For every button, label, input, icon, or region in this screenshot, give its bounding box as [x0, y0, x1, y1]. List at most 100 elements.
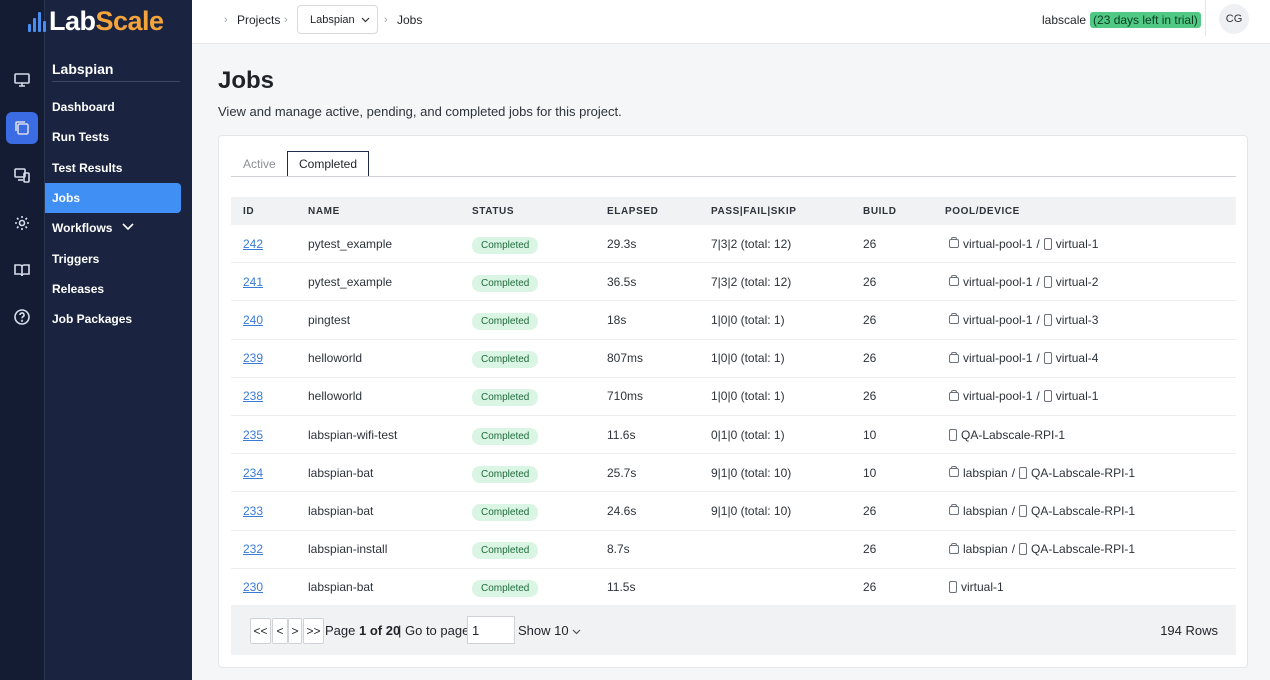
device-name: virtual-1 — [1055, 389, 1099, 404]
page-indicator: Page 1 of 20 — [325, 623, 401, 638]
header-pass-fail-skip[interactable]: PASS|FAIL|SKIP — [711, 205, 797, 217]
goto-page-input[interactable]: 1 — [467, 616, 515, 644]
book-icon[interactable] — [6, 254, 38, 286]
chevron-down-icon — [122, 222, 135, 234]
job-pass-fail-skip: 1|0|0 (total: 1) — [711, 389, 785, 404]
job-name: pytest_example — [308, 236, 393, 251]
sidebar-item-workflows[interactable]: Workflows — [45, 213, 181, 243]
job-id-link[interactable]: 234 — [243, 465, 264, 480]
status-badge: Completed — [472, 389, 539, 407]
device-name: virtual-2 — [1055, 274, 1099, 289]
help-icon[interactable] — [6, 301, 38, 333]
labscale-logo[interactable]: Lab Scale — [28, 4, 164, 38]
job-elapsed: 11.5s — [607, 580, 636, 595]
prev-page-button[interactable]: < — [272, 618, 288, 644]
device-icon — [949, 581, 957, 594]
last-page-button[interactable]: >> — [303, 618, 324, 644]
header-build[interactable]: BUILD — [863, 205, 897, 217]
sidebar-item-releases[interactable]: Releases — [52, 282, 105, 296]
header-elapsed[interactable]: ELAPSED — [607, 205, 659, 217]
sidebar-item-job-packages[interactable]: Job Packages — [52, 312, 133, 326]
logo-bars-icon — [28, 10, 46, 32]
icon-rail — [0, 0, 45, 680]
job-pool-device: labspian / QA-Labscale-RPI-1 — [949, 466, 1135, 480]
pool-icon — [949, 351, 959, 363]
pool-name: virtual-pool-1 — [963, 389, 1033, 404]
table-row: 242 pytest_example Completed 29.3s 7|3|2 (to… — [231, 225, 1236, 264]
job-name: pingtest — [308, 312, 351, 327]
next-page-button[interactable]: > — [288, 618, 302, 644]
first-page-button[interactable]: << — [250, 618, 271, 644]
device-icon — [1019, 543, 1028, 556]
job-id-link[interactable]: 235 — [243, 427, 264, 442]
status-badge: Completed — [472, 351, 539, 369]
breadcrumb-current: Jobs — [397, 13, 423, 27]
job-id-link[interactable]: 230 — [243, 580, 264, 595]
project-select[interactable]: Labspian — [297, 5, 378, 34]
pool-name: labspian — [963, 503, 1008, 518]
job-id-link[interactable]: 233 — [243, 503, 264, 518]
job-name: labspian-wifi-test — [308, 427, 398, 442]
breadcrumb-projects[interactable]: Projects — [237, 13, 281, 27]
table-row: 240 pingtest Completed 18s 1|0|0 (total: 1) 2… — [231, 301, 1236, 340]
sidebar: Labspian Dashboard Run Tests Test Result… — [45, 0, 192, 680]
job-id-link[interactable]: 239 — [243, 351, 264, 366]
device-name: virtual-1 — [961, 580, 1004, 595]
device-name: QA-Labscale-RPI-1 — [961, 427, 1066, 442]
job-elapsed: 18s — [607, 312, 627, 327]
job-id-link[interactable]: 240 — [243, 312, 264, 327]
job-pass-fail-skip: 1|0|0 (total: 1) — [711, 312, 785, 327]
job-build: 10 — [863, 427, 877, 442]
table-row: 239 helloworld Completed 807ms 1|0|0 (total:… — [231, 340, 1236, 378]
sidebar-item-test-results[interactable]: Test Results — [52, 161, 123, 175]
sidebar-item-triggers[interactable]: Triggers — [52, 252, 100, 266]
tab-completed[interactable]: Completed — [287, 151, 370, 177]
header-name[interactable]: NAME — [308, 205, 340, 217]
row-count: 194 Rows — [1160, 623, 1218, 638]
job-pass-fail-skip: 7|3|2 (total: 12) — [711, 236, 792, 251]
job-name: labspian-bat — [308, 465, 374, 480]
table-row: 235 labspian-wifi-test Completed 11.6s 0|1|0… — [231, 416, 1236, 455]
job-id-link[interactable]: 238 — [243, 389, 264, 404]
job-id-link[interactable]: 241 — [243, 274, 264, 289]
tab-active[interactable]: Active — [243, 157, 276, 171]
pool-icon — [949, 389, 959, 401]
status-badge: Completed — [472, 274, 539, 292]
status-badge: Completed — [472, 580, 539, 598]
settings-icon[interactable] — [6, 207, 38, 239]
table-row: 232 labspian-install Completed 8.7s 26 labspi… — [231, 531, 1236, 569]
header-id[interactable]: ID — [243, 205, 255, 217]
job-pool-device: labspian / QA-Labscale-RPI-1 — [949, 504, 1135, 518]
header-status[interactable]: STATUS — [472, 205, 515, 217]
table-row: 233 labspian-bat Completed 24.6s 9|1|0 (tota… — [231, 492, 1236, 531]
status-badge: Completed — [472, 427, 539, 445]
monitor-icon[interactable] — [6, 64, 38, 96]
device-name: QA-Labscale-RPI-1 — [1031, 503, 1136, 518]
job-build: 26 — [863, 580, 877, 595]
pool-icon — [949, 313, 959, 325]
page-title: Jobs — [218, 67, 275, 94]
job-id-link[interactable]: 242 — [243, 236, 264, 251]
device-name: QA-Labscale-RPI-1 — [1031, 542, 1136, 557]
page-description: View and manage active, pending, and com… — [218, 104, 622, 119]
sidebar-project-title: Labspian — [52, 61, 180, 82]
status-badge: Completed — [472, 542, 539, 560]
sidebar-item-jobs[interactable]: Jobs — [45, 183, 181, 213]
job-elapsed: 25.7s — [607, 465, 637, 480]
header-pool-device[interactable]: POOL/DEVICE — [945, 205, 1020, 217]
table-row: 230 labspian-bat Completed 11.5s 26 virtual-1 — [231, 569, 1236, 607]
devices-icon[interactable] — [6, 159, 38, 191]
job-pool-device: QA-Labscale-RPI-1 — [949, 428, 1065, 442]
job-id-link[interactable]: 232 — [243, 542, 264, 557]
table-header: ID NAME STATUS ELAPSED PASS|FAIL|SKIP BU… — [231, 197, 1236, 225]
sidebar-item-run-tests[interactable]: Run Tests — [52, 130, 110, 144]
page-size-select[interactable]: Show 10 — [518, 623, 581, 638]
sidebar-item-label: Workflows — [52, 221, 113, 235]
avatar[interactable]: CG — [1219, 4, 1249, 34]
job-pool-device: virtual-1 — [949, 580, 1004, 594]
copy-icon[interactable] — [6, 112, 38, 144]
table-row: 238 helloworld Completed 710ms 1|0|0 (total:… — [231, 378, 1236, 416]
device-icon — [1043, 352, 1052, 365]
sidebar-item-dashboard[interactable]: Dashboard — [52, 100, 115, 114]
device-icon — [1019, 504, 1028, 517]
